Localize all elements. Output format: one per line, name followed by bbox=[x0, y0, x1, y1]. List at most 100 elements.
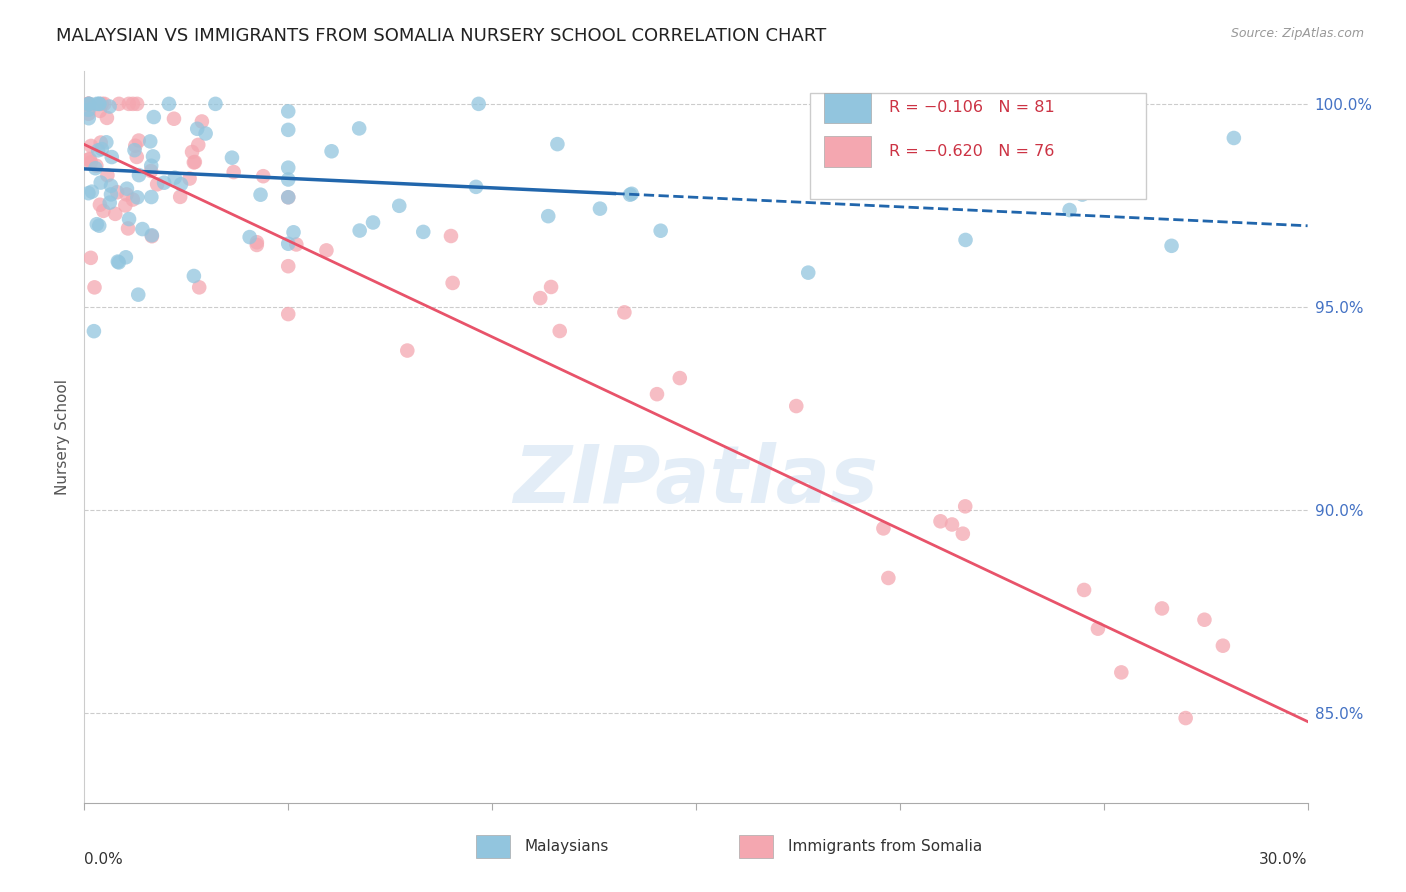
Point bbox=[194, 127, 217, 141]
Point bbox=[650, 224, 672, 238]
Point bbox=[80, 185, 103, 199]
Point bbox=[157, 96, 180, 111]
Point bbox=[546, 137, 568, 152]
Point bbox=[619, 187, 641, 202]
Point bbox=[1174, 711, 1197, 725]
Point bbox=[347, 121, 370, 136]
Point bbox=[79, 152, 101, 166]
Point bbox=[246, 235, 269, 250]
Point bbox=[941, 517, 963, 532]
Point bbox=[80, 139, 103, 153]
Point bbox=[96, 168, 118, 182]
Point bbox=[285, 237, 308, 252]
Point bbox=[115, 250, 138, 264]
Point bbox=[90, 96, 112, 111]
Point bbox=[249, 187, 271, 202]
Text: 30.0%: 30.0% bbox=[1260, 852, 1308, 866]
Point bbox=[100, 178, 122, 193]
Point bbox=[953, 500, 976, 514]
Point bbox=[246, 238, 269, 252]
Point bbox=[183, 268, 205, 283]
Point bbox=[529, 291, 551, 305]
Point bbox=[277, 104, 299, 119]
Point bbox=[1087, 622, 1109, 636]
Point bbox=[349, 223, 371, 237]
Text: MALAYSIAN VS IMMIGRANTS FROM SOMALIA NURSERY SCHOOL CORRELATION CHART: MALAYSIAN VS IMMIGRANTS FROM SOMALIA NUR… bbox=[56, 27, 827, 45]
Point bbox=[283, 225, 305, 239]
Point bbox=[127, 96, 149, 111]
Point bbox=[115, 182, 138, 196]
Point bbox=[90, 176, 112, 190]
Point bbox=[277, 190, 299, 204]
Point bbox=[1212, 639, 1234, 653]
Point bbox=[187, 137, 209, 152]
Point bbox=[108, 96, 131, 111]
Point bbox=[170, 178, 193, 192]
Text: Malaysians: Malaysians bbox=[524, 839, 609, 855]
Point bbox=[181, 145, 204, 159]
Point bbox=[321, 145, 343, 159]
Point bbox=[80, 155, 103, 169]
Point bbox=[929, 514, 952, 528]
Point bbox=[163, 170, 186, 185]
Point bbox=[87, 144, 110, 158]
Point bbox=[100, 187, 122, 202]
Point bbox=[277, 172, 299, 186]
Point bbox=[277, 236, 299, 251]
Point bbox=[77, 96, 100, 111]
Point bbox=[118, 212, 141, 227]
Point bbox=[1071, 187, 1094, 202]
Point bbox=[122, 96, 145, 111]
Bar bbox=[824, 93, 870, 123]
Point bbox=[396, 343, 419, 358]
Point bbox=[163, 112, 186, 126]
Point bbox=[668, 371, 690, 385]
Point bbox=[89, 103, 111, 118]
Point bbox=[84, 161, 107, 176]
Point bbox=[131, 222, 153, 236]
Point bbox=[141, 229, 163, 244]
Point bbox=[90, 142, 112, 156]
Point bbox=[1017, 120, 1039, 135]
Point bbox=[465, 179, 488, 194]
Point bbox=[153, 176, 176, 190]
Point bbox=[139, 164, 162, 178]
Point bbox=[118, 96, 141, 111]
Point bbox=[277, 259, 299, 273]
Point bbox=[589, 202, 612, 216]
Point bbox=[441, 276, 464, 290]
Point bbox=[98, 195, 121, 210]
Point bbox=[1073, 582, 1095, 597]
Point bbox=[139, 135, 162, 149]
Point bbox=[277, 190, 299, 204]
Point bbox=[877, 571, 900, 585]
Point bbox=[121, 193, 143, 207]
Point bbox=[620, 186, 643, 201]
Y-axis label: Nursery School: Nursery School bbox=[55, 379, 70, 495]
Point bbox=[142, 149, 165, 163]
Point bbox=[125, 150, 148, 164]
Point bbox=[204, 96, 226, 111]
Point bbox=[277, 307, 299, 321]
Point bbox=[540, 280, 562, 294]
Point bbox=[1104, 170, 1126, 185]
Point bbox=[107, 254, 129, 268]
Point bbox=[79, 96, 101, 111]
Point bbox=[146, 178, 169, 192]
Point bbox=[537, 209, 560, 223]
Point bbox=[127, 287, 149, 301]
Point bbox=[96, 136, 118, 150]
Point bbox=[141, 190, 163, 204]
Point bbox=[89, 198, 111, 212]
Point bbox=[222, 165, 245, 179]
Point bbox=[169, 190, 191, 204]
Text: ZIPatlas: ZIPatlas bbox=[513, 442, 879, 520]
Point bbox=[1194, 613, 1216, 627]
Point bbox=[77, 96, 100, 111]
Point bbox=[1059, 202, 1081, 217]
Point bbox=[107, 255, 129, 269]
Point bbox=[252, 169, 274, 184]
Point bbox=[77, 107, 100, 121]
Point bbox=[124, 138, 146, 153]
Point bbox=[80, 251, 103, 265]
